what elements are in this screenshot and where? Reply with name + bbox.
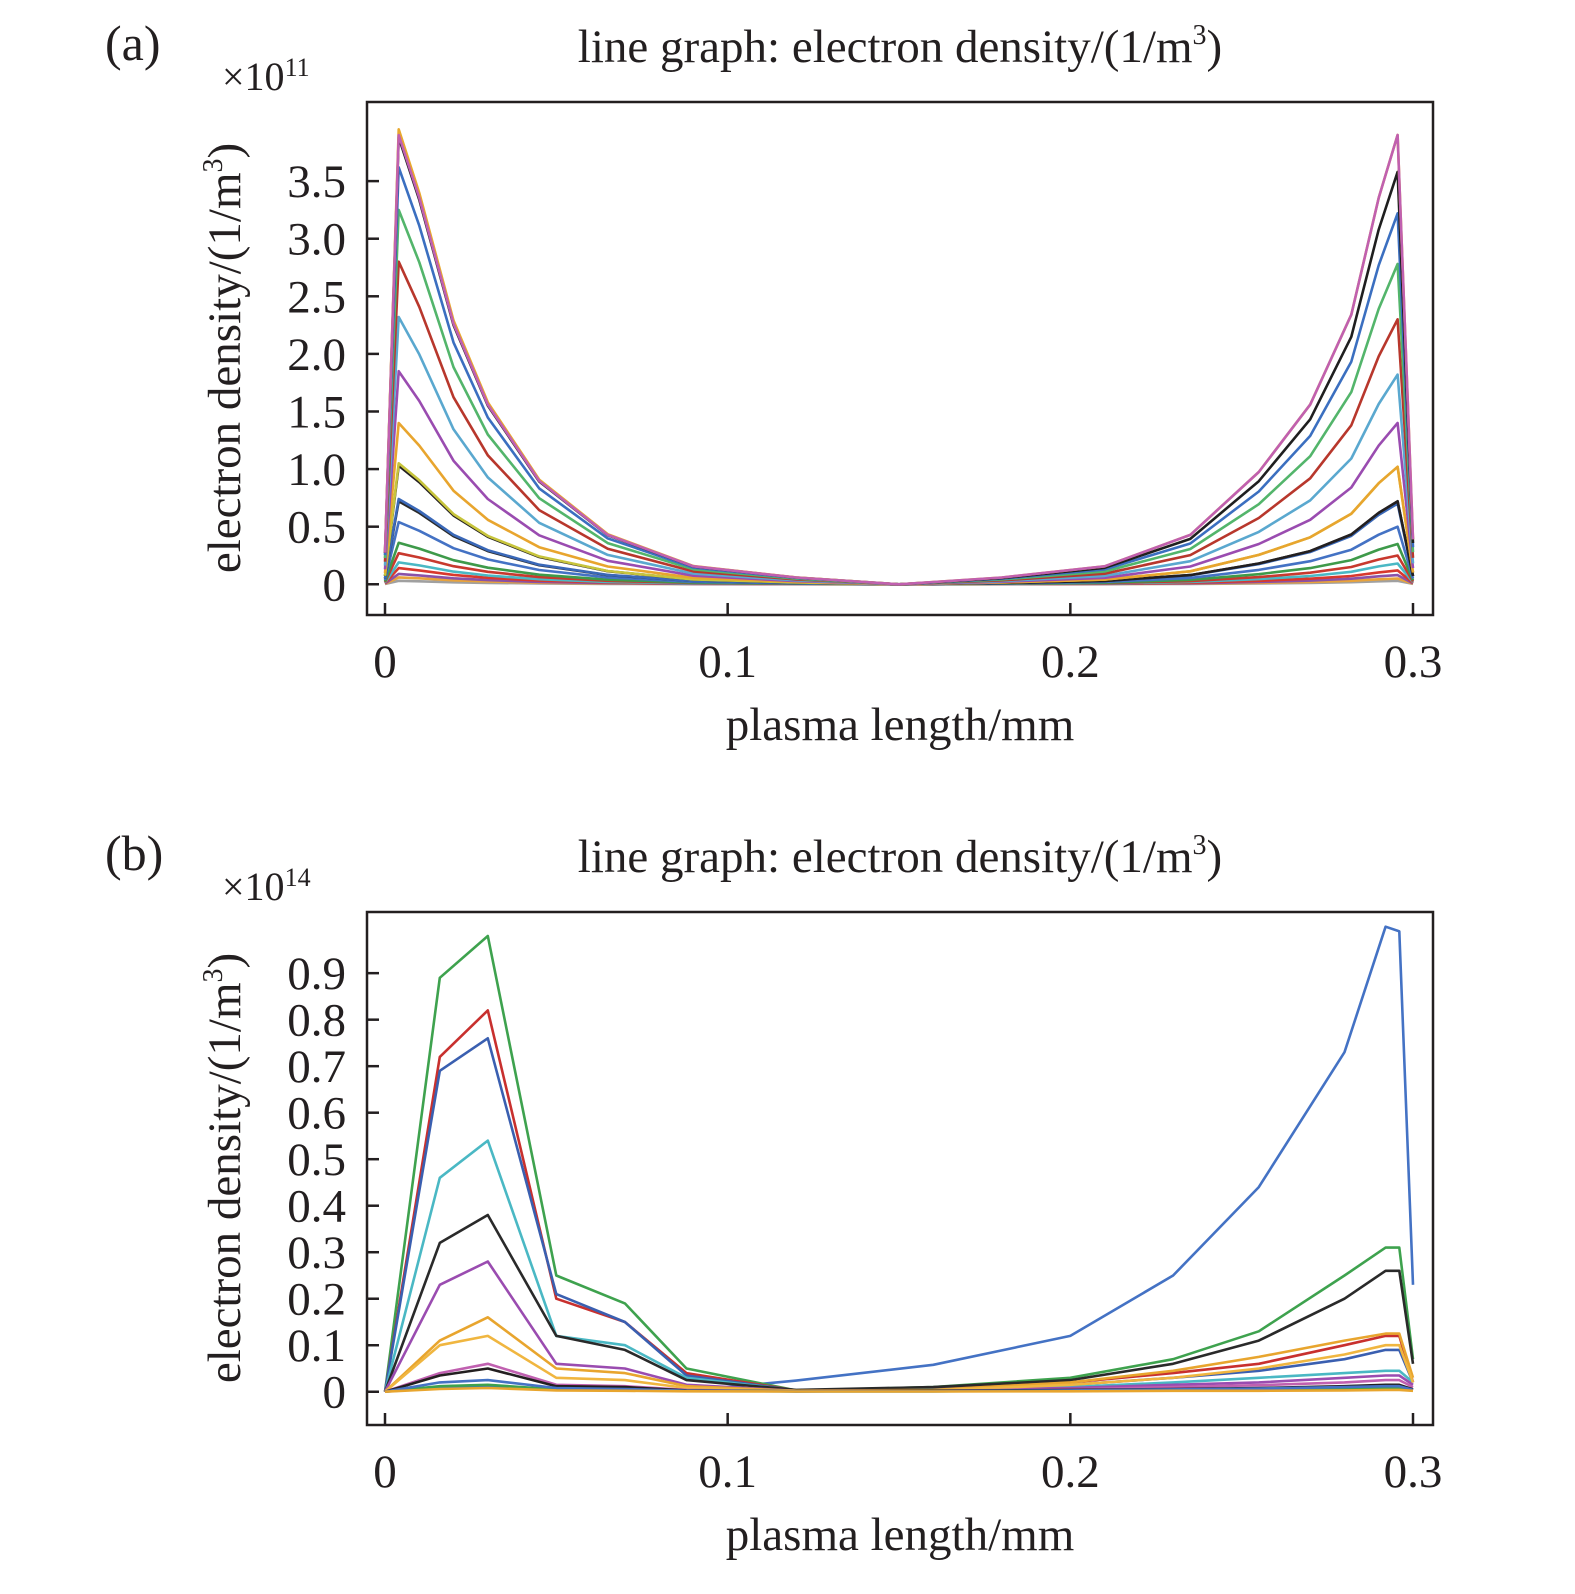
chart-b-title: line graph: electron density/(1/m3) xyxy=(578,830,1222,883)
chart-b-frame xyxy=(365,910,1435,1427)
y-tick-label: 2.0 xyxy=(287,329,346,381)
y-tick-label: 1.0 xyxy=(287,444,346,496)
x-tick-label: 0.1 xyxy=(698,1446,757,1498)
chart-b-svg: (b) line graph: electron density/(1/m3) … xyxy=(105,825,1442,1561)
chart-a-ylabel: electron density/(1/m3) xyxy=(198,143,251,573)
series-line-3 xyxy=(383,1009,1415,1392)
series-line-14 xyxy=(384,1386,1414,1393)
chart-a-x-axis: 0 0.1 0.2 0.3 xyxy=(373,603,1442,688)
y-tick-label: 0.9 xyxy=(287,948,346,1000)
series-line-2 xyxy=(383,934,1415,1392)
series-line-17 xyxy=(383,208,1415,586)
panel-label-b: (b) xyxy=(105,825,163,881)
chart-b-y-axis: 00.10.20.30.40.50.60.70.80.9 xyxy=(287,948,379,1419)
y-tick-label: 0 xyxy=(323,559,347,611)
chart-b-plot-area xyxy=(383,925,1415,1393)
x-tick-label: 0.2 xyxy=(1041,636,1100,688)
chart-a-y-axis: 00.5 1.0 1.52.0 2.53.0 3.5 xyxy=(287,156,379,611)
y-tick-label: 0.4 xyxy=(287,1181,346,1233)
series-line-10 xyxy=(383,497,1415,586)
x-tick-label: 0 xyxy=(373,636,397,688)
chart-panel-a: (a) line graph: electron density/(1/m3) … xyxy=(0,0,1575,790)
x-tick-label: 0.3 xyxy=(1384,636,1443,688)
y-tick-label: 0.1 xyxy=(287,1320,346,1372)
series-line-5 xyxy=(383,1139,1414,1393)
series-line-20 xyxy=(383,128,1415,586)
chart-a-frame xyxy=(365,100,1435,617)
chart-a-plot-area xyxy=(383,128,1415,586)
series-line-7 xyxy=(383,1260,1414,1393)
y-tick-label: 0.2 xyxy=(287,1274,346,1326)
y-tick-label: 3.5 xyxy=(287,156,346,208)
y-tick-label: 0.5 xyxy=(287,502,346,554)
y-tick-label: 0 xyxy=(323,1367,347,1419)
chart-b-scale-factor: ×1014 xyxy=(222,863,311,909)
series-line-6 xyxy=(383,1213,1415,1393)
x-tick-label: 0.3 xyxy=(1384,1446,1443,1498)
y-tick-label: 1.5 xyxy=(287,386,346,438)
series-line-1 xyxy=(384,925,1415,1393)
chart-a-scale-factor: ×1011 xyxy=(222,53,310,99)
chart-a-svg: (a) line graph: electron density/(1/m3) … xyxy=(105,15,1442,751)
chart-b-x-axis: 0 0.1 0.2 0.3 xyxy=(373,1413,1442,1498)
y-tick-label: 0.5 xyxy=(287,1134,346,1186)
chart-panel-b: (b) line graph: electron density/(1/m3) … xyxy=(0,790,1575,1589)
panel-label-a: (a) xyxy=(105,15,161,71)
y-tick-label: 0.7 xyxy=(287,1041,346,1093)
y-tick-label: 3.0 xyxy=(287,214,346,266)
chart-a-xlabel: plasma length/mm xyxy=(726,699,1075,751)
x-tick-label: 0.2 xyxy=(1041,1446,1100,1498)
svg-text:electron density/(1/m3): electron density/(1/m3) xyxy=(198,143,251,573)
y-tick-label: 2.5 xyxy=(287,271,346,323)
x-tick-label: 0 xyxy=(373,1446,397,1498)
chart-b-ylabel: electron density/(1/m3) xyxy=(198,953,251,1383)
svg-text:electron density/(1/m3): electron density/(1/m3) xyxy=(198,953,251,1383)
y-tick-label: 0.6 xyxy=(287,1088,346,1140)
chart-b-xlabel: plasma length/mm xyxy=(726,1509,1075,1561)
chart-a-title: line graph: electron density/(1/m3) xyxy=(578,20,1222,73)
y-tick-label: 0.8 xyxy=(287,995,346,1047)
x-tick-label: 0.1 xyxy=(698,636,757,688)
series-line-21 xyxy=(383,133,1415,586)
y-tick-label: 0.3 xyxy=(287,1227,346,1279)
